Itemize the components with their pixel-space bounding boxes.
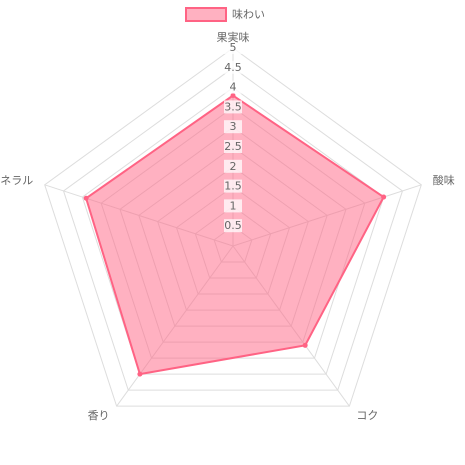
r-tick-label: 0.5 <box>224 219 242 232</box>
point <box>302 342 308 348</box>
legend-label: 味わい <box>232 8 265 21</box>
point <box>137 371 143 377</box>
axis-label: 香り <box>88 409 110 422</box>
tick-backdrop <box>224 80 242 94</box>
point <box>83 195 89 201</box>
r-tick-label: 3 <box>230 120 237 133</box>
axis-label: 酸味 <box>433 173 455 187</box>
r-tick-label: 1 <box>230 199 237 212</box>
tick-backdrop <box>224 41 242 54</box>
r-tick-label: 2 <box>230 160 237 173</box>
grid-ring <box>81 86 385 375</box>
tick-backdrop <box>224 179 242 193</box>
grid-ring <box>44 47 422 407</box>
tick-backdrop <box>224 140 242 153</box>
tick-backdrop <box>224 120 242 134</box>
r-tick-label: 5 <box>230 41 237 54</box>
radar-area <box>84 94 385 376</box>
r-tick-label: 4.5 <box>224 61 242 74</box>
axis-label: ミネラル <box>0 174 33 187</box>
tick-backdrop <box>224 159 242 173</box>
r-tick-label: 1.5 <box>224 180 242 193</box>
tick-backdrop <box>224 60 242 74</box>
r-tick-label: 2.5 <box>224 140 242 153</box>
r-tick-label: 4 <box>230 81 237 94</box>
point <box>230 93 236 99</box>
tick-backdrop <box>224 100 242 114</box>
grid-ring <box>62 67 404 391</box>
tick-backdrop <box>224 199 242 213</box>
axis-label: コク <box>356 409 378 422</box>
legend-swatch <box>185 7 227 22</box>
tick-backdrop <box>224 219 242 233</box>
r-tick-label: 3.5 <box>224 100 242 113</box>
point <box>381 194 387 200</box>
axis-label: 果実味 <box>217 30 250 44</box>
